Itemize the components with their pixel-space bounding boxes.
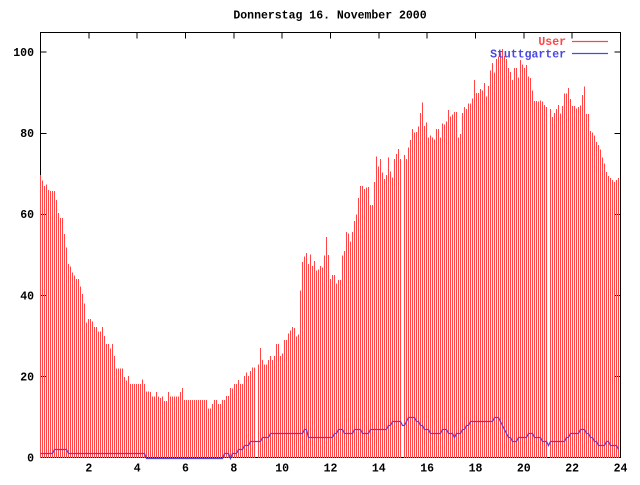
svg-text:8: 8 [230, 463, 237, 476]
svg-text:24: 24 [614, 463, 628, 476]
svg-text:4: 4 [134, 463, 141, 476]
svg-text:6: 6 [182, 463, 189, 476]
svg-text:Stuttgarter: Stuttgarter [490, 48, 566, 61]
svg-text:20: 20 [20, 371, 34, 384]
svg-text:Donnerstag 16. November 2000: Donnerstag 16. November 2000 [233, 10, 426, 23]
svg-text:12: 12 [324, 463, 338, 476]
svg-text:80: 80 [20, 128, 34, 141]
svg-text:16: 16 [420, 463, 434, 476]
svg-text:40: 40 [20, 290, 34, 303]
svg-text:User: User [538, 36, 566, 49]
svg-text:14: 14 [372, 463, 386, 476]
svg-text:0: 0 [27, 452, 34, 465]
svg-text:2: 2 [85, 463, 92, 476]
svg-text:22: 22 [565, 463, 579, 476]
svg-text:18: 18 [469, 463, 483, 476]
svg-text:20: 20 [517, 463, 531, 476]
svg-text:10: 10 [275, 463, 289, 476]
svg-text:100: 100 [13, 47, 34, 60]
svg-text:60: 60 [20, 209, 34, 222]
